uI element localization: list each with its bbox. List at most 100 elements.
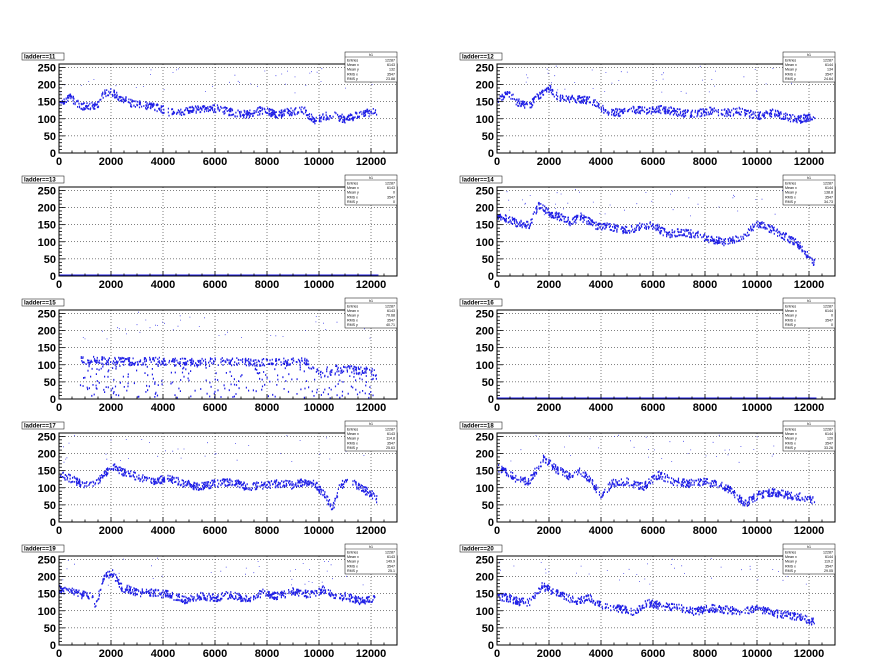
panel-7: 0 2000 4000 6000 8000 10000 12000 0 50 100 150 200 2… xyxy=(21,420,398,537)
stats-value: 6143 xyxy=(387,63,395,67)
x-tick-label: 4000 xyxy=(151,156,175,168)
stats-value: 25.63 xyxy=(386,446,395,450)
x-tick-label: 10000 xyxy=(742,402,773,414)
panel-4: 0 2000 4000 6000 8000 10000 12000 0 50 100 150 200 2… xyxy=(459,174,836,291)
x-tick-label: 8000 xyxy=(693,156,717,168)
y-tick-label: 50 xyxy=(44,254,56,266)
panel-3: 0 2000 4000 6000 8000 10000 12000 0 50 100 150 200 2… xyxy=(21,174,398,291)
stats-label: RMS x xyxy=(785,72,796,76)
panel-1: 0 2000 4000 6000 8000 10000 12000 0 50 100 150 200 2… xyxy=(21,51,398,168)
outlier-points xyxy=(525,65,807,94)
y-tick-label: 150 xyxy=(38,466,56,478)
stats-name: h1 xyxy=(369,299,373,303)
y-tick-label: 0 xyxy=(50,640,56,652)
stats-value: 114.8 xyxy=(386,437,395,441)
panel-6: 0 2000 4000 6000 8000 10000 12000 0 50 100 150 200 2… xyxy=(459,297,836,414)
x-tick-label: 10000 xyxy=(304,279,335,291)
y-tick-label: 150 xyxy=(38,97,56,109)
y-tick-label: 250 xyxy=(476,185,494,197)
y-tick-label: 150 xyxy=(476,97,494,109)
stats-label: Mean x xyxy=(785,309,797,313)
x-tick-label: 12000 xyxy=(794,156,825,168)
y-tick-label: 250 xyxy=(476,431,494,443)
stats-value: 119.2 xyxy=(824,560,833,564)
x-tick-label: 8000 xyxy=(693,525,717,537)
x-tick-label: 10000 xyxy=(742,648,773,660)
y-tick-label: 100 xyxy=(476,483,494,495)
stats-value: 3547 xyxy=(825,72,833,76)
data-points xyxy=(79,311,378,399)
stats-label: Mean y xyxy=(347,191,359,195)
x-tick-label: 10000 xyxy=(742,279,773,291)
stats-value: 6143 xyxy=(387,432,395,436)
stats-label: RMS x xyxy=(347,564,358,568)
stats-label: Mean x xyxy=(347,309,359,313)
panel-title-box xyxy=(459,52,503,61)
stats-value: 12287 xyxy=(385,305,395,309)
y-tick-label: 0 xyxy=(488,148,494,160)
data-series xyxy=(497,582,815,626)
x-tick-label: 10000 xyxy=(304,402,335,414)
y-tick-label: 50 xyxy=(44,623,56,635)
data-points xyxy=(59,557,376,608)
y-tick-label: 100 xyxy=(38,114,56,126)
stats-name: h1 xyxy=(807,422,811,426)
stats-label: Entries xyxy=(347,551,358,555)
stats-label: Mean x xyxy=(785,432,797,436)
stats-label: Mean x xyxy=(785,63,797,67)
x-tick-label: 8000 xyxy=(693,279,717,291)
stats-label: Mean y xyxy=(347,314,359,318)
y-tick-label: 0 xyxy=(488,517,494,529)
y-tick-label: 50 xyxy=(482,254,494,266)
y-tick-label: 250 xyxy=(38,431,56,443)
panel-title-box xyxy=(21,298,65,307)
x-tick-label: 12000 xyxy=(794,648,825,660)
stats-value: 6144 xyxy=(825,432,833,436)
x-tick-label: 12000 xyxy=(356,402,387,414)
stats-name: h1 xyxy=(807,545,811,549)
x-tick-label: 0 xyxy=(494,402,500,414)
panel-title-box xyxy=(459,421,503,430)
stats-name: h1 xyxy=(369,53,373,57)
stats-label: RMS y xyxy=(785,569,796,573)
stats-value: 34.73 xyxy=(824,200,833,204)
panel-title: ladder==15 xyxy=(24,301,56,307)
x-tick-label: 6000 xyxy=(203,648,227,660)
data-series xyxy=(59,463,378,511)
stats-value: 6144 xyxy=(825,186,833,190)
y-tick-label: 200 xyxy=(38,80,56,92)
x-tick-label: 2000 xyxy=(99,525,123,537)
stats-label: RMS x xyxy=(347,318,358,322)
stats-value: 12287 xyxy=(823,305,833,309)
stats-value: 132 xyxy=(389,68,395,72)
stats-value: 6143 xyxy=(387,555,395,559)
y-tick-label: 150 xyxy=(38,220,56,232)
stats-label: RMS y xyxy=(785,200,796,204)
stats-value: 12287 xyxy=(823,428,833,432)
panel-10: 0 2000 4000 6000 8000 10000 12000 0 50 100 150 200 2… xyxy=(459,543,836,660)
y-tick-label: 0 xyxy=(50,271,56,283)
stats-value: 0 xyxy=(393,191,395,195)
x-tick-label: 4000 xyxy=(589,402,613,414)
stats-value: 12287 xyxy=(823,182,833,186)
panel-title-box xyxy=(21,544,65,553)
y-tick-label: 50 xyxy=(482,131,494,143)
stats-value: 12287 xyxy=(823,551,833,555)
y-tick-label: 150 xyxy=(476,466,494,478)
x-tick-label: 12000 xyxy=(794,279,825,291)
x-tick-label: 4000 xyxy=(589,279,613,291)
x-tick-label: 6000 xyxy=(641,648,665,660)
y-tick-label: 150 xyxy=(38,589,56,601)
x-tick-label: 0 xyxy=(56,525,62,537)
x-tick-label: 2000 xyxy=(537,279,561,291)
panel-title-box xyxy=(459,175,503,184)
stats-label: RMS y xyxy=(785,323,796,327)
y-tick-label: 250 xyxy=(476,62,494,74)
x-tick-label: 0 xyxy=(494,279,500,291)
y-tick-label: 200 xyxy=(38,203,56,215)
x-tick-label: 2000 xyxy=(537,648,561,660)
x-tick-label: 4000 xyxy=(151,402,175,414)
stats-value: 24.64 xyxy=(824,77,833,81)
y-tick-label: 250 xyxy=(38,308,56,320)
stats-name: h1 xyxy=(807,299,811,303)
